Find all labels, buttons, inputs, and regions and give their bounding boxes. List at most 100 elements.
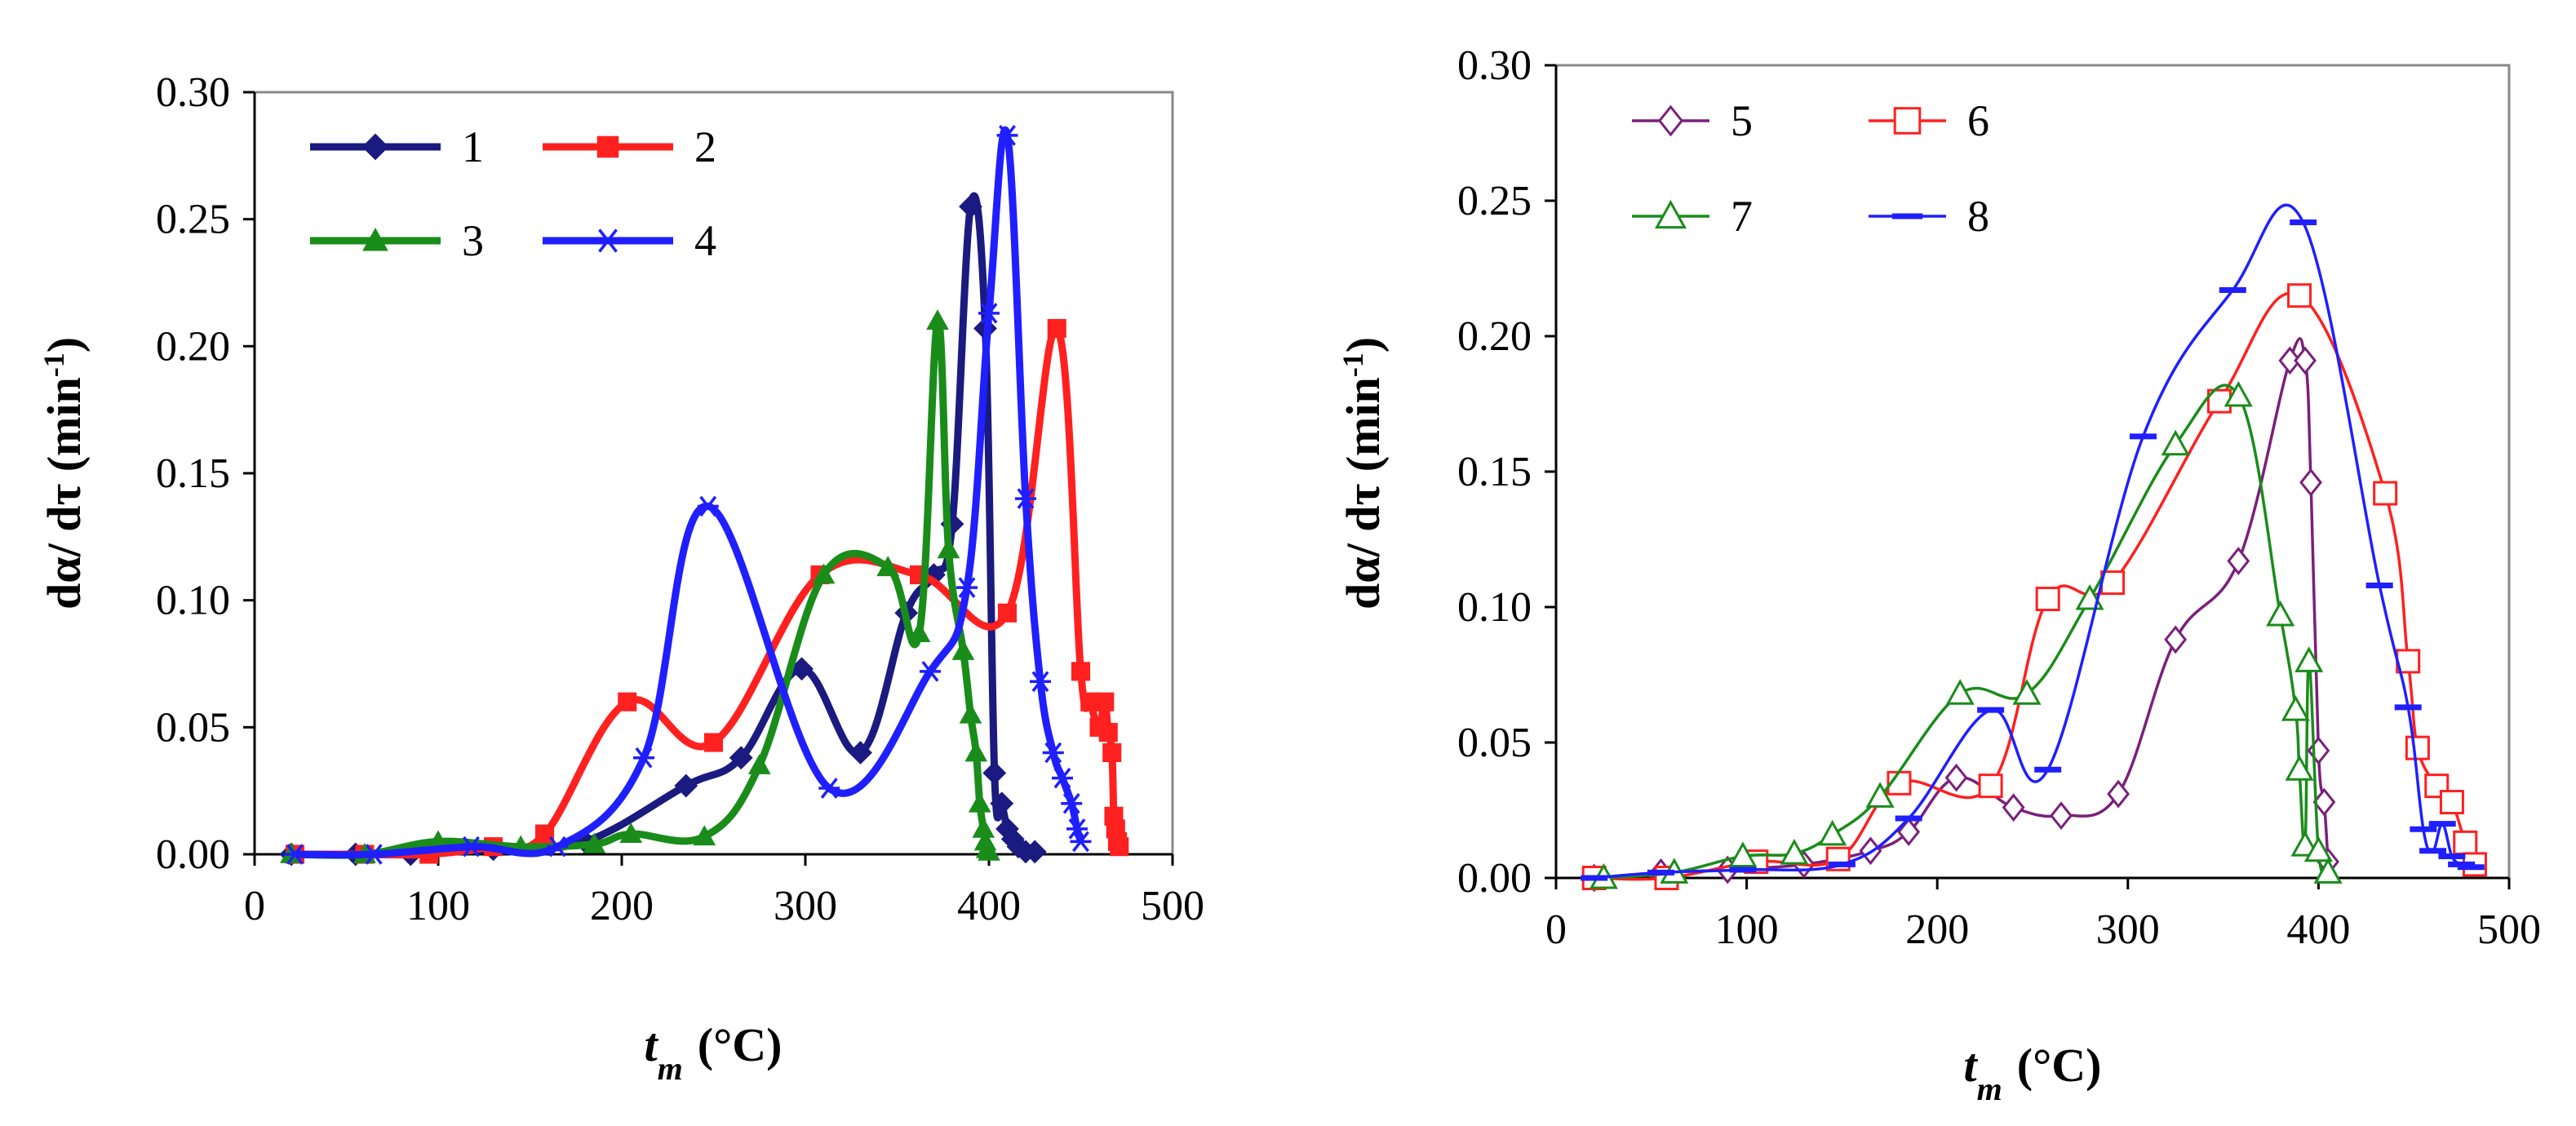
data-point [2439, 790, 2464, 815]
plot-frame [1554, 64, 2511, 880]
legend-entry-4: 4 [543, 216, 716, 265]
data-point [1110, 837, 1129, 857]
x-tick-label: 0 [244, 883, 265, 929]
data-point [703, 733, 724, 752]
data-point [959, 703, 982, 724]
data-point [2050, 801, 2073, 831]
series-line [1603, 383, 2330, 880]
legend-label: 7 [1731, 192, 1753, 241]
x-tick-label: 500 [1141, 883, 1204, 929]
x-tick-label: 400 [957, 883, 1021, 929]
data-point [937, 538, 960, 559]
x-tick-label: 100 [406, 883, 470, 929]
data-point [2303, 836, 2333, 862]
data-point [747, 754, 771, 774]
x-tick-label: 300 [774, 883, 837, 929]
x-tick-label: 200 [1905, 907, 1969, 953]
data-point [633, 747, 654, 769]
data-point [1728, 841, 1758, 867]
data-point [1042, 742, 1064, 764]
data-point [2294, 346, 2317, 375]
legend-entry-3: 3 [310, 216, 484, 265]
data-point [2285, 755, 2314, 781]
y-tick-label: 0.20 [156, 323, 230, 370]
data-point [729, 746, 753, 770]
legend-label: 4 [694, 216, 716, 265]
data-point [1897, 818, 1921, 846]
series-8 [1581, 203, 2485, 881]
data-point [674, 774, 698, 798]
data-point [618, 692, 637, 712]
data-point [1944, 763, 1968, 792]
left-chart: 0 100 200 300 400 500 0.00 0.05 0.10 0.15 0.20 0.25… [38, 69, 1204, 1087]
data-point [284, 844, 306, 865]
data-point [996, 125, 1018, 146]
legend-marker [362, 227, 388, 251]
y-tick-label: 0.05 [156, 704, 230, 751]
data-point [2266, 600, 2295, 627]
series-line [291, 192, 1035, 858]
series-line [1594, 203, 2472, 880]
data-point [547, 836, 569, 858]
data-point [2405, 735, 2430, 760]
y-axis-label: dα/ dτ (min-1) [1337, 337, 1390, 610]
legend-label: 5 [1731, 96, 1753, 145]
y-tick-label: 0.30 [1457, 42, 1532, 89]
y-tick-label: 0.15 [156, 450, 230, 497]
series-2 [285, 318, 1129, 864]
legend-entry-5: 5 [1632, 96, 1753, 145]
data-point [583, 832, 606, 853]
data-point [959, 194, 982, 219]
x-tick-label: 300 [2096, 907, 2160, 953]
series-1 [279, 192, 1047, 867]
data-point [1015, 488, 1036, 509]
data-point [812, 563, 836, 584]
legend-entry-1: 1 [310, 122, 484, 171]
data-point [2227, 547, 2250, 575]
data-point [534, 824, 555, 844]
data-point [2012, 679, 2042, 705]
data-point [818, 778, 840, 799]
legend-label: 6 [1967, 96, 1989, 145]
x-tick-label: 100 [1715, 907, 1779, 953]
legend-entry-2: 2 [543, 122, 716, 171]
y-tick-label: 0.00 [1457, 855, 1532, 902]
y-tick-label: 0.10 [1457, 584, 1532, 631]
data-point [2002, 793, 2025, 822]
series-5 [1582, 337, 2340, 893]
y-tick-label: 0.20 [1457, 313, 1532, 360]
x-tick-label: 500 [2477, 907, 2541, 953]
axis-ticks: 0 100 200 300 400 500 0.00 0.05 0.10 0.15 0.20 0.25… [156, 69, 1204, 929]
y-tick-label: 0.05 [1457, 720, 1532, 766]
data-point [968, 791, 991, 813]
x-axis-label: tm (°C) [1964, 1039, 2102, 1107]
data-point [956, 577, 978, 598]
data-point [2312, 787, 2336, 817]
legend-label: 8 [1967, 192, 1989, 241]
data-point [1818, 819, 1847, 846]
data-point [951, 639, 975, 660]
legend-marker [1893, 107, 1922, 135]
data-point [982, 760, 1007, 785]
data-point [2299, 468, 2322, 497]
legend-entry-6: 6 [1869, 96, 1989, 145]
legend-label: 1 [462, 122, 484, 171]
legend-marker [596, 228, 620, 253]
series-layer [279, 125, 1129, 867]
data-point [2164, 625, 2188, 654]
data-point [693, 825, 716, 846]
legend: 1 2 3 4 [310, 122, 716, 265]
y-tick-label: 0.25 [156, 197, 230, 243]
legend-marker [1654, 199, 1687, 229]
data-point [926, 309, 949, 330]
data-point [920, 661, 941, 682]
data-point [1052, 767, 1073, 789]
x-tick-label: 200 [590, 883, 654, 929]
data-point [2161, 429, 2190, 456]
data-point [1047, 318, 1066, 339]
data-point [2294, 646, 2324, 672]
data-point [2307, 736, 2330, 765]
data-point [2035, 587, 2060, 612]
series-line [290, 316, 992, 859]
data-point [619, 822, 643, 843]
